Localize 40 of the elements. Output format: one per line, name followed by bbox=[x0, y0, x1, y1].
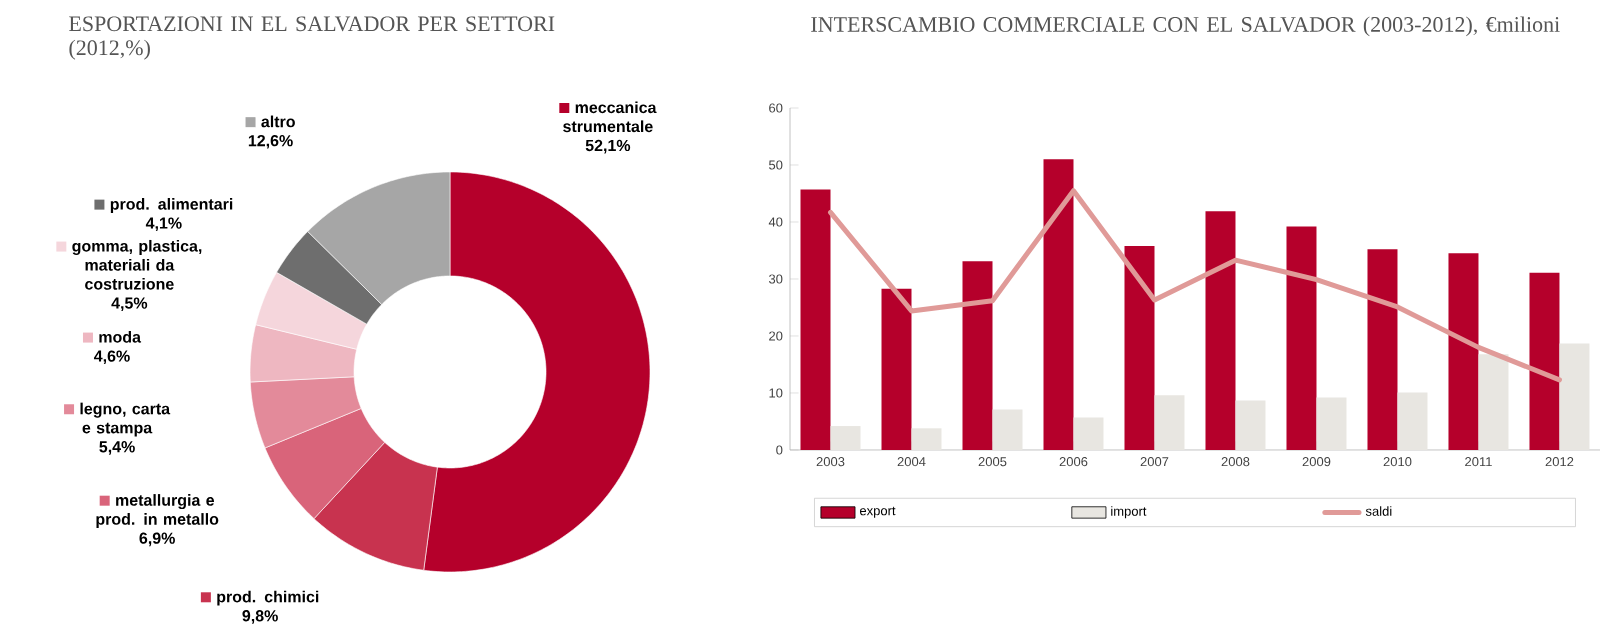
legend-label: metallurgia e prod. in metallo bbox=[96, 494, 219, 529]
bar bbox=[881, 288, 912, 450]
bar bbox=[1073, 417, 1104, 450]
legend-label: gomma, plastica, materiali da costruzione bbox=[72, 239, 202, 290]
legend-label: meccanica strumentale bbox=[563, 101, 657, 133]
bar bbox=[1124, 245, 1155, 450]
chart-title: ESPORTAZIONI IN EL SALVADOR PER SETTORI bbox=[69, 16, 555, 32]
bar bbox=[1397, 392, 1428, 450]
bar bbox=[800, 189, 831, 450]
legend-label: prod. chimici bbox=[217, 590, 319, 606]
data-label: 4,6% bbox=[93, 350, 130, 365]
bar bbox=[1448, 253, 1479, 450]
bar bbox=[1154, 395, 1185, 450]
legend-label: moda bbox=[99, 330, 142, 343]
bar bbox=[1043, 159, 1074, 450]
bar bbox=[1235, 400, 1266, 450]
data-label: 5,4% bbox=[99, 441, 135, 455]
legend-label: altro bbox=[261, 115, 295, 128]
data-label: 6,9% bbox=[139, 532, 175, 547]
chart-subtitle: (2012,%) bbox=[69, 39, 150, 60]
bar bbox=[1559, 343, 1590, 450]
data-label: 12,6% bbox=[248, 134, 293, 149]
bar bbox=[1286, 226, 1317, 450]
bar bbox=[992, 409, 1023, 450]
data-label: 52,1% bbox=[585, 139, 631, 154]
legend-label: legno, carta e stampa bbox=[80, 402, 171, 437]
legend-label: prod. alimentari bbox=[110, 198, 233, 213]
bar bbox=[1529, 272, 1560, 450]
bar bbox=[1205, 211, 1236, 450]
bar bbox=[1478, 354, 1509, 450]
bar bbox=[1367, 249, 1398, 450]
bar bbox=[830, 426, 861, 450]
bar bbox=[911, 428, 942, 450]
chart-title: INTERSCAMBIO COMMERCIALE CON EL SALVADOR (2003-2012), €milioni bbox=[811, 16, 1560, 37]
line-series bbox=[828, 188, 1562, 383]
bar bbox=[962, 261, 993, 450]
bar bbox=[1316, 397, 1347, 450]
data-label: 9,8% bbox=[242, 610, 278, 624]
data-label: 4,1% bbox=[145, 217, 182, 232]
data-label: 4,5% bbox=[111, 297, 148, 312]
